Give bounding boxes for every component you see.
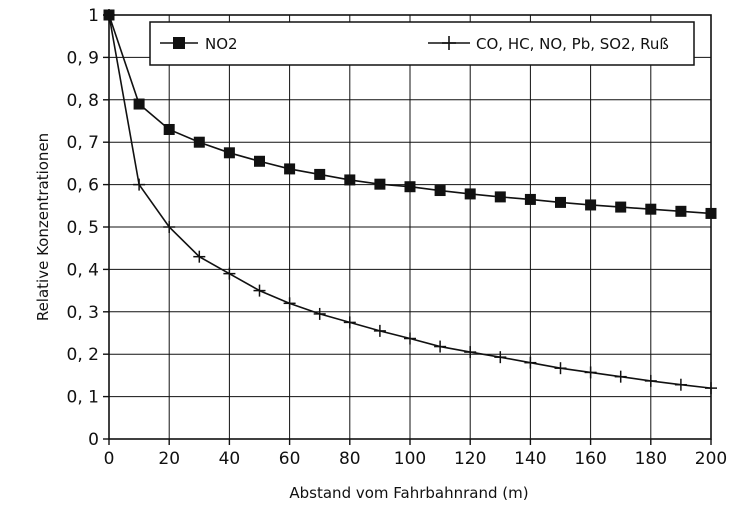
y-tick-labels: 0 0, 1 0, 2 0, 3 0, 4 0, 5 0, 6 0, 7 0, 8 0, 9 1 xyxy=(67,6,99,450)
x-tick-label-6: 120 xyxy=(454,449,486,469)
data-point-square-18 xyxy=(645,203,657,215)
data-point-plus-9 xyxy=(373,324,386,337)
data-point-square-2 xyxy=(163,123,175,135)
data-series xyxy=(103,9,717,395)
legend-marker-square xyxy=(173,37,185,49)
data-point-plus-20 xyxy=(705,382,717,395)
data-point-plus-11 xyxy=(434,340,447,353)
data-point-plus-3 xyxy=(193,250,206,263)
data-point-square-19 xyxy=(675,205,687,217)
data-point-plus-4 xyxy=(223,267,236,280)
data-point-square-17 xyxy=(615,201,627,213)
legend-label-co: CO, HC, NO, Pb, SO2, Ruß xyxy=(476,35,669,53)
data-point-square-16 xyxy=(585,199,597,211)
data-point-square-1 xyxy=(133,98,145,110)
data-point-square-8 xyxy=(344,174,356,186)
data-point-plus-15 xyxy=(554,362,567,375)
data-point-plus-12 xyxy=(464,346,477,359)
legend: NO2 CO, HC, NO, Pb, SO2, Ruß xyxy=(149,21,695,66)
data-point-square-9 xyxy=(374,178,386,190)
data-point-plus-13 xyxy=(494,351,507,364)
y-tick-label-5: 0, 5 xyxy=(67,218,99,238)
data-point-square-11 xyxy=(434,185,446,197)
y-tick-label-1: 0, 1 xyxy=(67,388,99,408)
y-tick-label-7: 0, 7 xyxy=(67,133,99,153)
y-tick-label-9: 0, 9 xyxy=(67,48,99,68)
x-tick-label-0: 0 xyxy=(104,449,115,469)
data-point-plus-8 xyxy=(343,316,356,329)
x-tick-label-8: 160 xyxy=(574,449,606,469)
data-point-square-20 xyxy=(705,207,717,219)
y-tick-label-2: 0, 2 xyxy=(67,345,99,365)
data-point-plus-10 xyxy=(404,332,416,345)
data-point-square-7 xyxy=(314,168,326,180)
data-point-square-4 xyxy=(223,147,235,159)
data-point-square-5 xyxy=(254,155,265,167)
data-point-plus-2 xyxy=(163,221,176,233)
y-tick-label-3: 0, 3 xyxy=(67,303,99,323)
data-point-plus-6 xyxy=(283,297,296,310)
data-point-plus-16 xyxy=(584,366,597,379)
x-tick-label-10: 200 xyxy=(695,449,727,469)
data-point-square-13 xyxy=(494,191,506,203)
x-axis-label: Abstand vom Fahrbahnrand (m) xyxy=(289,484,528,502)
data-point-square-14 xyxy=(524,193,536,205)
x-tick-labels: 0 20 40 60 80 100 120 140 160 180 200 xyxy=(104,449,728,469)
data-point-plus-5 xyxy=(253,284,266,297)
data-point-square-15 xyxy=(555,196,566,208)
legend-label-no2: NO2 xyxy=(205,35,238,53)
data-point-plus-7 xyxy=(313,307,326,320)
axes xyxy=(103,14,712,445)
y-tick-label-0: 0 xyxy=(88,430,99,450)
x-tick-label-5: 100 xyxy=(394,449,426,469)
data-point-plus-0 xyxy=(103,9,115,21)
y-tick-label-10: 1 xyxy=(88,6,99,26)
data-point-square-12 xyxy=(464,188,476,200)
x-tick-label-2: 40 xyxy=(219,449,241,469)
data-point-plus-1 xyxy=(133,178,146,191)
y-tick-label-6: 0, 6 xyxy=(67,176,99,196)
series-1 xyxy=(103,9,717,395)
data-point-square-6 xyxy=(284,163,296,175)
data-point-plus-18 xyxy=(644,374,657,387)
y-axis-label: Relative Konzentrationen xyxy=(34,133,52,321)
data-point-square-10 xyxy=(404,181,416,193)
data-point-plus-19 xyxy=(674,378,687,391)
data-point-square-3 xyxy=(193,136,205,148)
x-tick-label-4: 80 xyxy=(339,449,361,469)
data-point-plus-14 xyxy=(524,356,537,369)
legend-box xyxy=(149,21,695,66)
y-tick-label-8: 0, 8 xyxy=(67,91,99,111)
data-point-plus-17 xyxy=(614,370,627,383)
x-tick-label-7: 140 xyxy=(514,449,546,469)
x-tick-label-1: 20 xyxy=(158,449,180,469)
y-tick-label-4: 0, 4 xyxy=(67,260,99,280)
legend-marker-plus xyxy=(442,36,456,50)
x-tick-label-3: 60 xyxy=(279,449,301,469)
x-tick-label-9: 180 xyxy=(635,449,667,469)
